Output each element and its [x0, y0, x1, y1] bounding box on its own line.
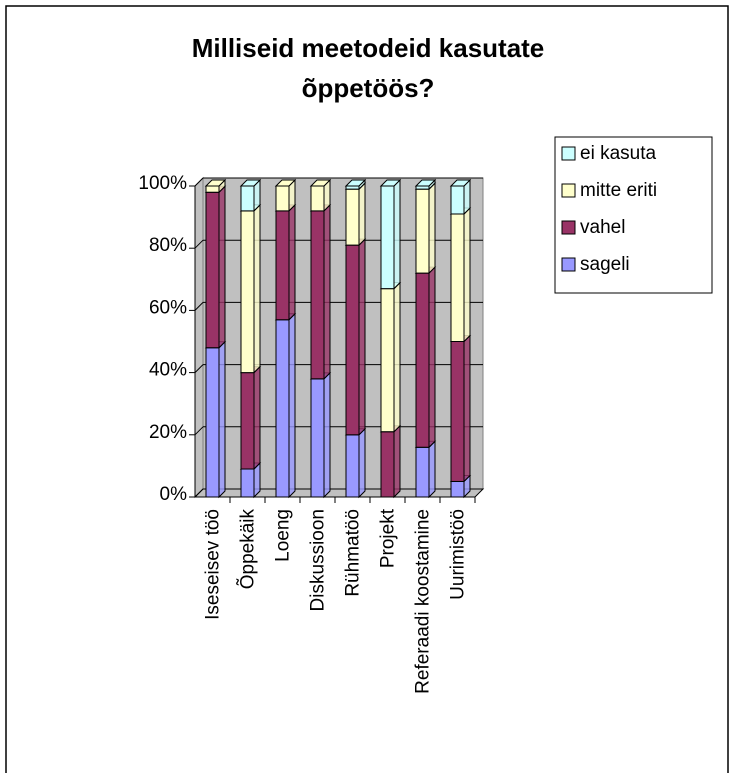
bar-top [239, 179, 262, 187]
grid-line [194, 302, 204, 311]
bar-side [358, 427, 366, 499]
bar [345, 188, 360, 246]
bar-top [449, 179, 472, 187]
chart-title: õppetöös? [302, 73, 435, 103]
bar [450, 341, 465, 482]
bar [240, 185, 255, 212]
y-tick-label: 40% [149, 360, 187, 381]
legend-label: ei kasuta [580, 143, 656, 164]
y-tick-label: 20% [149, 422, 187, 443]
bar [205, 191, 220, 349]
floor [193, 488, 485, 498]
bar-side [288, 203, 296, 321]
chart-title: Milliseid meetodeid kasutate [192, 33, 545, 63]
grid-line [194, 364, 204, 373]
legend-label: vahel [580, 217, 625, 238]
bar-side [428, 181, 436, 275]
bar [240, 372, 255, 470]
bar [345, 434, 360, 498]
bar-top [309, 179, 332, 187]
bar-side [428, 440, 436, 499]
bar-side [253, 365, 261, 471]
bar [380, 431, 395, 498]
x-tick-label: Referaadi koostamine [413, 509, 434, 694]
x-tick-label: Rühmatöö [343, 509, 364, 597]
x-tick-label: Diskussioon [308, 509, 329, 611]
bar [380, 185, 395, 290]
bar [415, 188, 430, 274]
bar-side [393, 281, 401, 433]
bar [310, 185, 325, 212]
bar [240, 210, 255, 374]
bar-top [379, 179, 402, 187]
bar [380, 288, 395, 433]
bar-side [218, 340, 226, 499]
side-wall [194, 176, 204, 499]
bar-side [323, 371, 331, 499]
bar [205, 347, 220, 498]
legend-label: mitte eriti [580, 180, 657, 201]
bar-side [393, 178, 401, 290]
grid-line [194, 177, 204, 187]
bar-top [204, 179, 227, 187]
bar [415, 446, 430, 498]
x-tick-label: Õppekäik [237, 509, 259, 590]
bar [205, 185, 220, 193]
bar-side [323, 203, 331, 381]
legend-swatch [561, 257, 576, 272]
bar [275, 185, 290, 212]
y-tick-label: 60% [149, 297, 187, 318]
legend-label: sageli [580, 254, 630, 275]
bar [310, 210, 325, 380]
bar-side [428, 265, 436, 449]
x-tick-label: Uurimistöö [448, 509, 469, 600]
bar [450, 480, 465, 498]
bar-side [393, 424, 401, 499]
bar-side [218, 185, 226, 349]
legend-swatch [561, 146, 576, 161]
bar-side [288, 312, 296, 499]
bar [275, 319, 290, 498]
x-tick-label: Loeng [273, 509, 294, 562]
bar [310, 378, 325, 498]
bar [450, 185, 465, 215]
grid-line [194, 239, 204, 249]
bar [275, 210, 290, 321]
grid-line [194, 426, 204, 436]
y-tick-label: 0% [160, 484, 188, 505]
bar-side [253, 203, 261, 374]
grid-line [194, 488, 204, 498]
bar [240, 468, 255, 498]
bar-top [274, 179, 297, 187]
bar-side [463, 334, 471, 483]
bar [415, 272, 430, 448]
bar-top [414, 179, 437, 187]
legend-box [554, 136, 713, 294]
bar-side [358, 237, 366, 437]
y-tick-label: 80% [149, 235, 187, 256]
x-tick-label: Iseseisev töö [203, 509, 224, 620]
legend-swatch [561, 183, 576, 198]
bar-side [463, 206, 471, 343]
bar [450, 213, 465, 343]
y-tick-label: 100% [138, 173, 187, 194]
legend-swatch [561, 220, 576, 235]
bar-side [358, 181, 366, 247]
bar [345, 244, 360, 436]
bar-top [344, 179, 367, 187]
x-tick-label: Projekt [378, 508, 399, 568]
